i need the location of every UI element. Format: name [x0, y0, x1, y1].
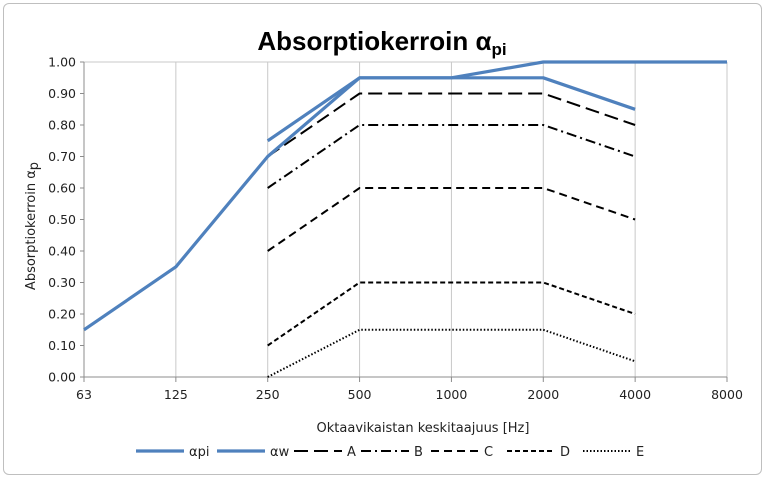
series-line-e: [267, 328, 636, 378]
series-line-c: [267, 187, 636, 252]
y-tick-label: 0.50: [48, 212, 76, 227]
y-axis-label-subscript: p: [27, 162, 42, 170]
legend-label-b: B: [414, 445, 423, 460]
series-line-d: [267, 281, 636, 347]
legend-label-e: E: [636, 445, 644, 460]
chart-frame: Absorptiokerroin αpi 0.00 0.10 0.20 0.30 0.4…: [3, 3, 762, 475]
series-line-a: [267, 92, 636, 158]
y-tick-label: 0.40: [48, 244, 76, 259]
x-tick-label: 4000: [619, 387, 651, 402]
y-tick-label: 0.10: [48, 338, 76, 353]
chart-title-main: Absorptiokerroin α: [257, 26, 491, 56]
x-tick-label: 63: [76, 387, 92, 402]
legend-label-c: C: [484, 445, 493, 460]
y-tick-label: 0.70: [48, 149, 76, 164]
y-tick-labels: 0.00 0.10 0.20 0.30 0.40 0.50 0.60 0.70 0.80 0.90…: [48, 55, 84, 385]
y-tick-label: 0.80: [48, 118, 76, 133]
x-tick-label: 8000: [711, 387, 743, 402]
x-tick-label: 1000: [436, 387, 468, 402]
x-tick-label: 500: [348, 387, 372, 402]
chart-svg: Absorptiokerroin αpi 0.000.100.200.300.4…: [24, 26, 743, 460]
x-tick-label: 250: [256, 387, 280, 402]
y-tick-label: 0.60: [48, 181, 76, 196]
y-axis-label: Absorptiokerroin αp: [24, 162, 42, 290]
y-tick-label: 0.20: [48, 307, 76, 322]
chart-title: Absorptiokerroin αpi: [257, 26, 506, 59]
y-tick-label: 1.00: [48, 55, 76, 70]
y-tick-label: 0.30: [48, 275, 76, 290]
y-axis-label-main: Absorptiokerroin α: [24, 170, 39, 290]
chart-title-subscript: pi: [492, 40, 507, 59]
legend-label-d: D: [560, 445, 570, 460]
series-lines: [83, 60, 727, 378]
x-tick-label: 2000: [527, 387, 559, 402]
x-axis-label: Oktaavikaistan keskitaajuus [Hz]: [317, 421, 530, 436]
x-tick-label: 125: [164, 387, 188, 402]
legend-label-a: A: [347, 445, 356, 460]
y-tick-label: 0.00: [48, 370, 76, 385]
series-line-b: [267, 124, 636, 189]
legend: αpi αw A B C D E: [136, 445, 644, 460]
legend-label-αpi: αpi: [189, 445, 209, 460]
x-tick-labels: 63 125 250 500 1000 2000 4000 8000: [76, 377, 743, 402]
series-line-αpi: [83, 60, 727, 332]
y-tick-label: 0.90: [48, 86, 76, 101]
legend-label-αw: αw: [270, 445, 290, 460]
